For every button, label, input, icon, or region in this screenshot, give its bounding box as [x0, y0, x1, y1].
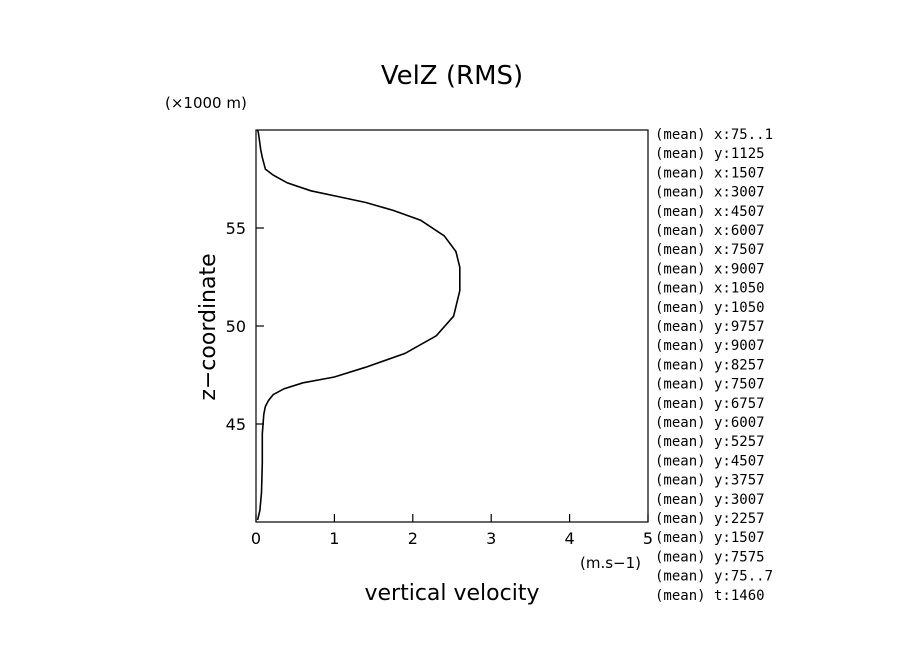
legend-entry: (mean) y:9007 [655, 338, 765, 354]
legend-entry: (mean) y:1507 [655, 530, 765, 546]
legend: (mean) x:75..1 (mean) y:1125 (mean) x:1507… [655, 127, 773, 604]
legend-entry: (mean) y:4507 [655, 453, 765, 469]
legend-entry: (mean) x:4507 [655, 204, 765, 220]
legend-entry: (mean) y:6007 [655, 415, 765, 431]
legend-entry: (mean) x:1050 [655, 281, 765, 297]
legend-entry: (mean) x:75..1 [655, 127, 773, 143]
legend-entry: (mean) y:75..7 [655, 569, 773, 585]
y-axis-label: z−coordinate [196, 253, 221, 400]
x-axis-label: vertical velocity [364, 581, 539, 606]
y-tick-label: 55 [226, 219, 246, 238]
plot-frame [255, 129, 649, 523]
x-tick-label: 5 [643, 529, 653, 548]
legend-entry: (mean) x:3007 [655, 185, 765, 201]
y-tick-label: 50 [226, 317, 246, 336]
legend-entry: (mean) y:5257 [655, 434, 765, 450]
legend-entry: (mean) x:1507 [655, 165, 765, 181]
x-tick-label: 3 [486, 529, 496, 548]
legend-entry: (mean) y:8257 [655, 357, 765, 373]
legend-entry: (mean) y:7507 [655, 377, 765, 393]
chart-title: VelZ (RMS) [381, 61, 523, 91]
x-axis-unit: (m.s−1) [580, 554, 641, 572]
x-tick-label: 2 [408, 529, 418, 548]
legend-entry: (mean) x:9007 [655, 261, 765, 277]
legend-entry: (mean) y:3757 [655, 473, 765, 489]
y-axis-ticks: 45 50 55 [226, 219, 264, 434]
y-tick-label: 45 [226, 415, 246, 434]
legend-entry: (mean) y:1050 [655, 300, 765, 316]
x-tick-label: 4 [565, 529, 575, 548]
x-tick-label: 1 [329, 529, 339, 548]
series-line [256, 129, 461, 521]
legend-entry: (mean) x:6007 [655, 223, 765, 239]
legend-entry: (mean) y:2257 [655, 511, 765, 527]
legend-entry: (mean) t:1460 [655, 588, 765, 604]
legend-entry: (mean) y:6757 [655, 396, 765, 412]
legend-entry: (mean) y:3007 [655, 492, 765, 508]
x-axis-ticks: 0 1 2 3 4 5 [251, 514, 653, 548]
x-tick-label: 0 [251, 529, 261, 548]
legend-entry: (mean) y:9757 [655, 319, 765, 335]
legend-entry: (mean) y:1125 [655, 146, 765, 162]
y-axis-unit: (×1000 m) [165, 94, 247, 112]
legend-entry: (mean) y:7575 [655, 549, 765, 565]
legend-entry: (mean) x:7507 [655, 242, 765, 258]
